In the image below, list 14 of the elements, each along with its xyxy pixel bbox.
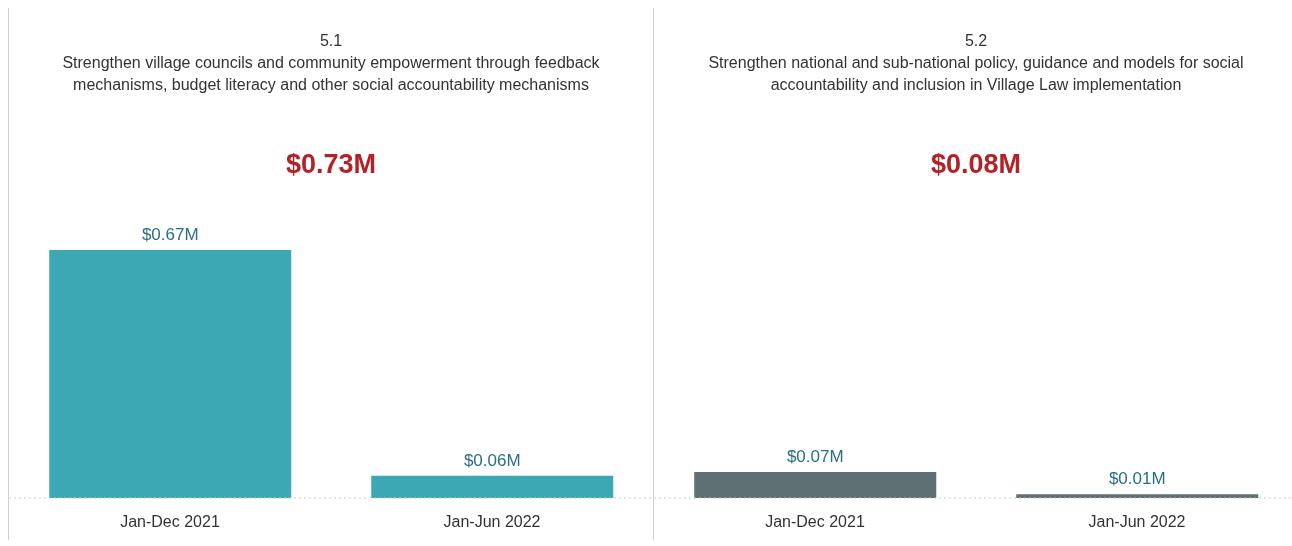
text: $0.08M — [929, 149, 1023, 180]
chart-title: 5.2 — [963, 31, 989, 51]
chart-subtitle: Strengthen village councils and community empowerment through feedback mechanisms, budget literacy and other social accountability mechanisms — [61, 53, 601, 95]
chart-subtitle: Strengthen national and sub-national policy, guidance and models for social accountability and inclusion in Village Law implementation — [707, 53, 1245, 95]
x-tick-label: Jan-Dec 2021 — [765, 513, 865, 531]
data-label: $0.67M — [141, 225, 199, 244]
data-label: $0.06M — [463, 450, 521, 470]
data-label: $0.07M — [786, 447, 844, 467]
chart-title: 5.1 — [318, 31, 344, 51]
x-tick-label: Jan-Dec 2021 — [120, 513, 220, 531]
text: $0.73M — [284, 149, 378, 180]
x-tick-label: Jan-Jun 2022 — [443, 513, 541, 531]
x-tick-label: Jan-Jun 2022 — [1088, 513, 1186, 531]
data-label: $0.01M — [1108, 469, 1166, 489]
